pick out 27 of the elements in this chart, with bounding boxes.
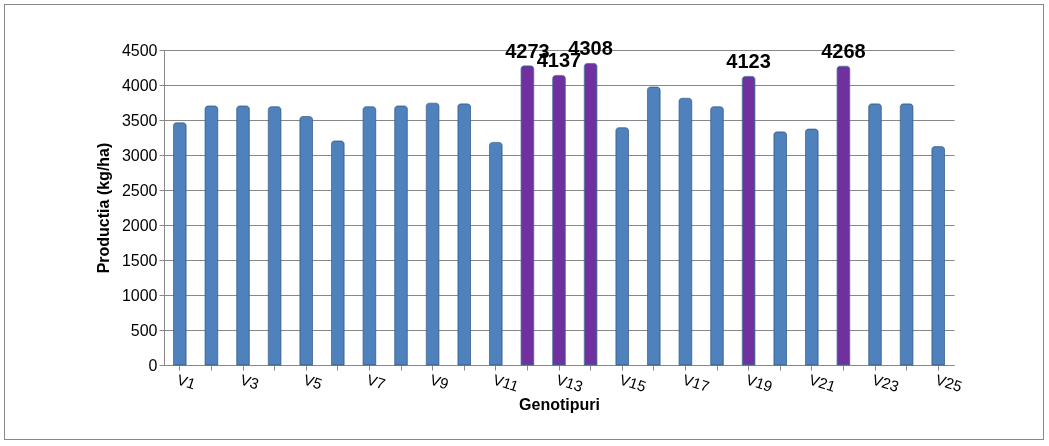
- x-tick-label: V21: [807, 370, 838, 396]
- y-tick-label: 4000: [121, 76, 158, 94]
- x-tick-label: V5: [301, 370, 325, 393]
- y-tick-label: 3000: [121, 146, 158, 164]
- x-tick-label: V1: [175, 370, 198, 393]
- y-axis-title: Productia (kg/ha): [94, 142, 112, 274]
- x-tick-label: V17: [680, 370, 712, 396]
- y-tick-label: 1000: [121, 286, 158, 304]
- y-tick-label: 2500: [121, 181, 158, 199]
- x-tick-label: V23: [870, 370, 902, 396]
- x-tick-label: V3: [238, 370, 262, 393]
- y-tick-label: 0: [148, 356, 158, 374]
- x-tick-label: V11: [491, 370, 521, 395]
- x-tick-label: V13: [554, 370, 586, 396]
- data-label: 4268: [821, 40, 866, 63]
- x-tick-label: V25: [933, 370, 965, 396]
- x-tick-label: V15: [617, 370, 649, 396]
- y-tick-label: 3500: [121, 111, 158, 129]
- y-tick-label: 4500: [121, 41, 158, 59]
- x-axis-title: Genotipuri: [519, 396, 600, 414]
- x-tick-label: V19: [743, 370, 775, 396]
- x-tick-label: V7: [364, 370, 388, 393]
- y-tick-label: 500: [130, 321, 158, 339]
- y-tick-label: 2000: [121, 216, 158, 234]
- y-tick-label: 1500: [121, 251, 158, 269]
- x-tick-label: V9: [427, 370, 451, 393]
- data-label: 4123: [726, 50, 771, 73]
